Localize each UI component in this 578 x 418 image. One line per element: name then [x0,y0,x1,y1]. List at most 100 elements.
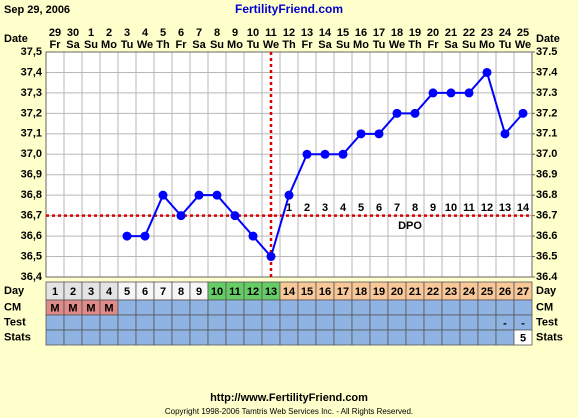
date-label: 11 [265,27,277,39]
cell [153,299,173,316]
chart-date: Sep 29, 2006 [4,4,70,16]
y2-tick-label: 37.1 [536,128,557,140]
dpo-label: 13 [499,202,511,214]
days-cell-text: 18 [355,286,367,298]
cell [423,314,443,331]
y2-tick-label: 36.7 [536,210,557,222]
cell [279,329,299,346]
cell [297,314,317,331]
dpo-label: 4 [340,202,347,214]
cell [297,299,317,316]
cell [99,329,119,346]
test-cell-text: - [503,317,507,329]
temperature-point [500,129,510,139]
y2-tick-label: 36.4 [536,271,558,283]
weekday-label: Th [156,39,170,51]
dpo-title: DPO [398,220,422,232]
days-cell-text: 20 [391,286,403,298]
temperature-point [518,108,528,118]
dpo-label: 12 [481,202,493,214]
date-label: 12 [283,27,295,39]
y2-tick-label: 36.5 [536,250,557,262]
temperature-point [212,190,222,200]
temperature-point [374,129,384,139]
cell [477,314,497,331]
cell [315,314,335,331]
weekday-label: We [263,39,279,51]
days-cell-text: 16 [319,286,331,298]
cell [441,329,461,346]
temperature-point [446,88,456,98]
cell [333,299,353,316]
weekday-label: Tu [499,39,512,51]
weekday-label: Fr [428,39,440,51]
date-label: 17 [373,27,385,39]
cell [189,314,209,331]
temperature-point [284,190,294,200]
days-cell-text: 6 [142,286,148,298]
cell [423,299,443,316]
plot-area [46,52,532,277]
cell [477,329,497,346]
days-cell-text: 12 [247,286,259,298]
days-cell-text: 14 [283,286,296,298]
row-label: Test [4,316,26,328]
y-tick-label: 36,8 [21,189,42,201]
weekday-label: Su [336,39,350,51]
cell [261,299,281,316]
weekday-label: Fr [176,39,188,51]
date-label: 20 [427,27,439,39]
cell [459,329,479,346]
temperature-point [122,231,132,241]
weekday-label: Mo [479,39,495,51]
cell [45,314,65,331]
cell [225,314,245,331]
temperature-point [464,88,474,98]
cell [63,314,83,331]
y2-tick-label: 37.5 [536,46,557,58]
days-cell-text: 25 [481,286,493,298]
cell [405,329,425,346]
cell [135,329,155,346]
temperature-point [194,190,204,200]
days-cell-text: 19 [373,286,385,298]
date-label: 2 [106,27,112,39]
cell [225,299,245,316]
date-label: 7 [196,27,202,39]
cell [207,299,227,316]
date-label-right: Date [536,33,560,45]
y-tick-label: 36,4 [21,271,43,283]
date-label: 16 [355,27,367,39]
cell [171,314,191,331]
cell [135,299,155,316]
date-label: 24 [499,27,512,39]
y-tick-label: 36,6 [21,230,42,242]
footer-url: http://www.FertilityFriend.com [210,392,368,404]
days-cell-text: 27 [517,286,529,298]
weekday-label: Mo [101,39,117,51]
y-tick-label: 37,0 [21,148,42,160]
date-label: 25 [517,27,529,39]
cell [513,299,533,316]
weekday-label: Fr [302,39,314,51]
stats-cell-text: 5 [520,332,526,344]
days-cell-text: 2 [70,286,76,298]
cell [261,314,281,331]
cell [387,299,407,316]
temperature-point [302,149,312,159]
dpo-label: 11 [463,202,475,214]
days-cell-text: 21 [409,286,421,298]
y2-tick-label: 36.8 [536,189,557,201]
weekday-label: Sa [192,39,206,51]
weekday-label: Th [408,39,422,51]
footer-copyright: Copyright 1998-2006 Tamtris Web Services… [165,407,413,416]
cell [351,314,371,331]
dpo-label: 6 [376,202,382,214]
weekday-label: Fr [50,39,62,51]
cell [243,314,263,331]
temperature-point [392,108,402,118]
cell [333,314,353,331]
y-tick-label: 36,7 [21,210,42,222]
date-label: 10 [247,27,259,39]
date-label: 3 [124,27,130,39]
